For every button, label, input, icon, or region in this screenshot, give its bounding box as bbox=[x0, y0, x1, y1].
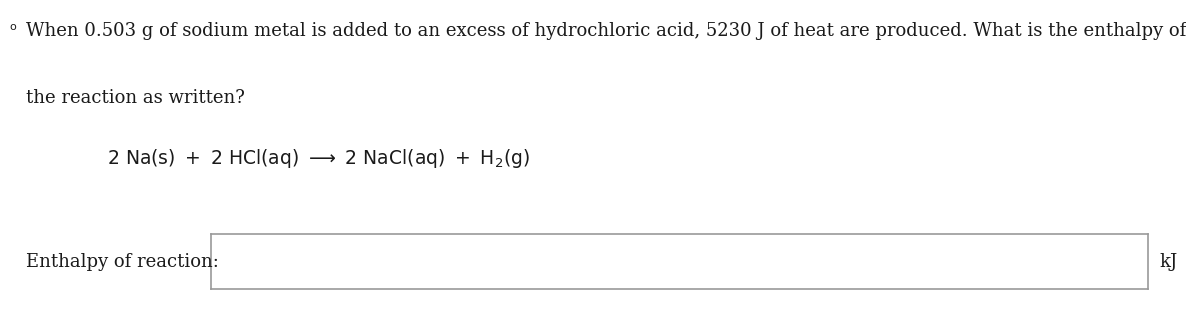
Text: kJ: kJ bbox=[1160, 253, 1178, 271]
Text: When 0.503 g of sodium metal is added to an excess of hydrochloric acid, 5230 J : When 0.503 g of sodium metal is added to… bbox=[26, 22, 1186, 40]
Text: the reaction as written?: the reaction as written? bbox=[26, 89, 246, 107]
Text: Enthalpy of reaction:: Enthalpy of reaction: bbox=[26, 253, 219, 271]
Text: o: o bbox=[9, 22, 17, 32]
Text: $2\ \mathrm{Na(s)}\ +\ 2\ \mathrm{HCl(aq)}\ \longrightarrow\ 2\ \mathrm{NaCl(aq): $2\ \mathrm{Na(s)}\ +\ 2\ \mathrm{HCl(aq… bbox=[107, 148, 530, 170]
